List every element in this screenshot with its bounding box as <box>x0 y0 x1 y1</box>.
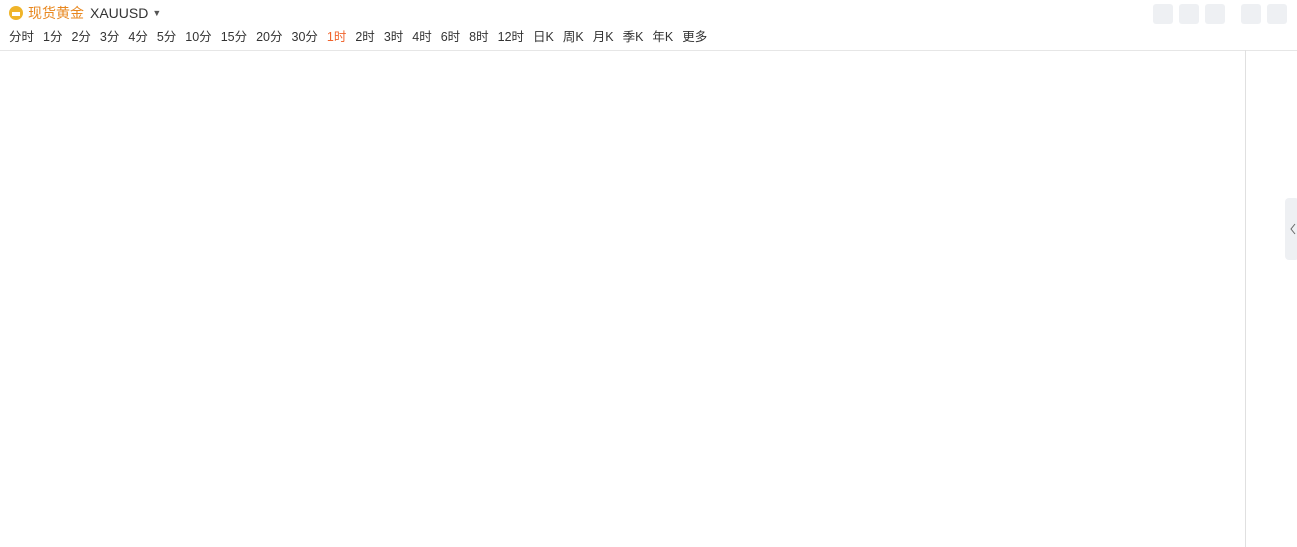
interval[interactable]: 12时 <box>497 30 525 44</box>
interval[interactable]: 分时 <box>9 30 35 44</box>
interval[interactable]: 10分 <box>185 30 212 44</box>
tool-button[interactable] <box>1153 4 1173 24</box>
interval[interactable]: 更多 <box>682 30 708 44</box>
interval[interactable]: 周K <box>562 30 584 44</box>
interval[interactable]: 2分 <box>71 30 91 44</box>
tool-button[interactable] <box>1267 4 1287 24</box>
interval[interactable]: 5分 <box>156 30 177 44</box>
gold-icon <box>9 6 23 20</box>
toolbar: 现货黄金 XAUUSD ▼ 分时 1分 2分 3分 4分 5分 10分 15分 20分 30分 1时… <box>0 0 1297 50</box>
interval[interactable]: 30分 <box>291 30 318 44</box>
side-tab-icon <box>1290 223 1296 235</box>
interval[interactable]: 2时 <box>355 30 375 44</box>
interval[interactable]: 日K <box>533 30 554 44</box>
interval[interactable]: 年K <box>652 30 674 44</box>
interval[interactable]: 1分 <box>43 30 63 44</box>
interval[interactable]: 15分 <box>220 30 248 44</box>
interval[interactable]: 3分 <box>99 30 120 44</box>
tool-icons <box>1147 4 1287 24</box>
symbol: XAUUSD <box>90 5 149 21</box>
interval[interactable]: 1时 <box>326 30 347 44</box>
interval-row: 分时 1分 2分 3分 4分 5分 10分 15分 20分 30分 1时 2时 3时 4时 6时 8时 12时日… <box>9 26 716 45</box>
tool-button[interactable] <box>1179 4 1199 24</box>
title: 现货黄金 <box>28 5 84 21</box>
tool-button[interactable] <box>1241 4 1261 24</box>
interval[interactable]: 4分 <box>128 30 148 44</box>
interval[interactable]: 8时 <box>469 30 489 44</box>
tool-button[interactable] <box>1205 4 1225 24</box>
interval[interactable]: 月K <box>592 30 614 44</box>
interval[interactable]: 6时 <box>440 30 461 44</box>
symbol-row[interactable]: 现货黄金 XAUUSD ▼ <box>8 3 161 23</box>
caret: ▼ <box>152 8 162 18</box>
interval[interactable]: 3时 <box>383 30 404 44</box>
interval[interactable]: 季K <box>622 30 644 44</box>
interval[interactable]: 4时 <box>412 30 432 44</box>
interval[interactable]: 20分 <box>256 30 283 44</box>
